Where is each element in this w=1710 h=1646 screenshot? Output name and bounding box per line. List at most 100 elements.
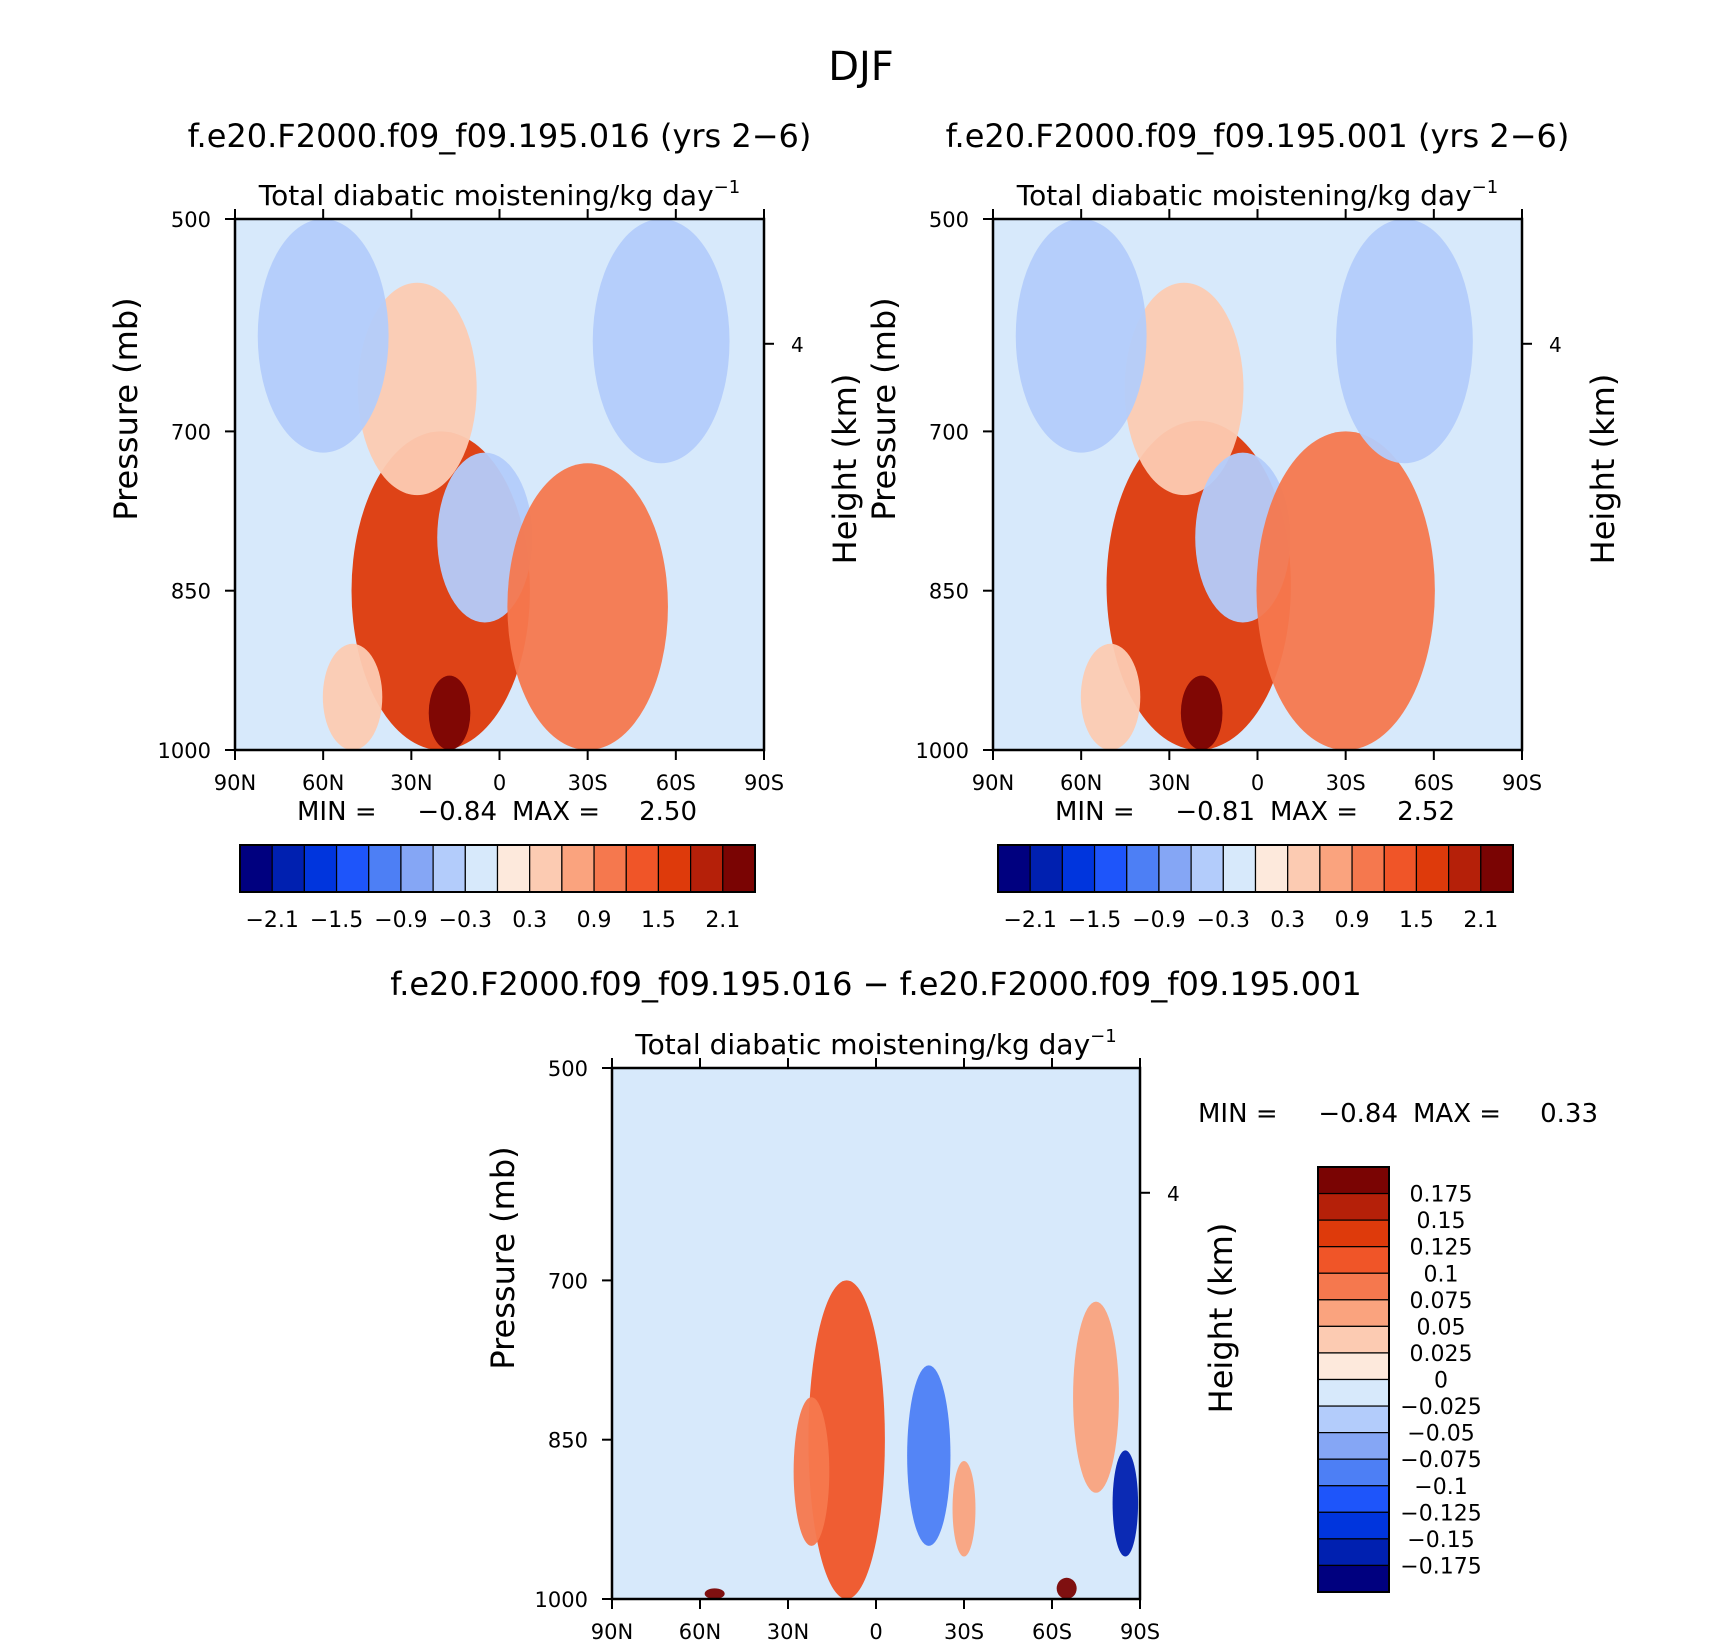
colorbar-box [1061,844,1096,893]
x-tick-label: 0 [1251,771,1264,795]
colorbar-label: 0.3 [512,908,547,933]
colorbar-box [1317,1352,1390,1381]
y-tick-label: 700 [171,420,211,444]
colorbar-label: −1.5 [310,908,363,933]
x-tick-label: 60S [1414,771,1454,795]
colorbar-label: −0.3 [1197,908,1250,933]
min-value: −0.81 [1175,797,1255,827]
colorbar-label: −2.1 [245,908,298,933]
panel-subtitle: Total diabatic moistening/kg day−1 [634,1026,1116,1061]
field-feature [952,1460,976,1557]
colorbar-box [657,844,692,893]
colorbar-frame [239,844,756,893]
x-tick-label: 0 [869,1620,882,1642]
y2-axis-label: Height (km) [826,374,864,565]
panel-subtitle: Total diabatic moistening/kg day−1 [1016,177,1498,212]
panel-control: f.e20.F2000.f09_f09.195.001 (yrs 2−6) Tot… [865,117,1622,933]
panel-title: f.e20.F2000.f09_f09.195.016 − f.e20.F200… [390,965,1362,1003]
colorbar-box [1317,1511,1390,1540]
colorbar-label: 1.5 [1399,908,1434,933]
colorbar-label: 1.5 [641,908,676,933]
max-value: 2.50 [639,797,697,827]
x-tick-label: 30S [944,1620,984,1642]
field-feature [704,1588,725,1599]
y-tick-label: 500 [929,208,969,232]
colorbar: −2.1 −1.5 −0.9 −0.3 0.3 0.9 1.5 2.1 [997,844,1514,933]
panel-subtitle: Total diabatic moistening/kg day−1 [258,177,740,212]
colorbar-box [1317,1458,1390,1487]
colorbar-box [1317,1272,1390,1301]
field-feature [592,219,730,464]
colorbar-box [1317,1378,1390,1407]
y-tick-label: 1000 [916,739,969,763]
colorbar: −2.1 −1.5 −0.9 −0.3 0.3 0.9 1.5 2.1 [239,844,756,933]
colorbar-label: −1.5 [1068,908,1121,933]
plot-area [612,1068,1140,1599]
y2-tick-label: 4 [1167,1182,1180,1206]
y2-tick-label: 4 [1549,333,1562,357]
field-feature [257,219,389,453]
colorbar-box [432,844,466,893]
x-tick-label: 30N [1148,771,1190,795]
colorbar-box [1317,1564,1390,1593]
colorbar-label: −2.1 [1003,908,1056,933]
colorbar-box [593,844,627,893]
field-feature [1124,282,1244,496]
field-feature [322,643,383,750]
x-tick-label: 0 [493,771,506,795]
colorbar-box [1415,844,1450,893]
field-feature [428,675,471,750]
field-feature [907,1365,951,1546]
colorbar-box [529,844,563,893]
colorbar-box [690,844,724,893]
y-tick-label: 850 [929,580,969,604]
colorbar-box [1093,844,1128,893]
y-tick-label: 700 [929,420,969,444]
colorbar-label: 0 [1434,1369,1448,1394]
y2-tick-label: 4 [791,333,804,357]
field-feature [1015,219,1147,453]
y-tick-label: 500 [171,208,211,232]
colorbar-label: 0.05 [1417,1315,1466,1340]
colorbar-label: 0.075 [1410,1289,1473,1314]
colorbar-box [271,844,305,893]
panel-title: f.e20.F2000.f09_f09.195.001 (yrs 2−6) [946,117,1570,155]
colorbar-box [1317,1166,1390,1195]
colorbar-box [1317,1485,1390,1513]
y-tick-label: 1000 [535,1588,588,1612]
colorbar-label: 0.9 [1335,908,1370,933]
max-value: 0.33 [1540,1099,1598,1129]
y-tick-label: 850 [171,580,211,604]
colorbar-box [1317,1192,1390,1221]
colorbar-box [1319,844,1353,893]
y-axis-label: Pressure (mb) [865,297,903,520]
field-feature [808,1280,885,1599]
colorbar-label: −0.9 [374,908,427,933]
colorbar-box [239,844,273,893]
min-label: MIN = [1055,797,1135,827]
field-feature [1080,643,1141,750]
colorbar-box [1029,844,1063,893]
colorbar-label: 0.025 [1410,1342,1473,1367]
x-tick-label: 30N [390,771,432,795]
x-tick-label: 90N [214,771,256,795]
colorbar-label: −0.15 [1407,1528,1474,1553]
colorbar-box [1317,1246,1390,1274]
colorbar-box [1126,844,1160,893]
x-tick-label: 60N [302,771,344,795]
colorbar-frame [997,844,1514,893]
x-tick-label: 30S [1326,771,1366,795]
y2-axis-label: Height (km) [1584,374,1622,565]
colorbar-box [1317,1325,1390,1354]
y-axis-label: Pressure (mb) [484,1146,522,1369]
min-label: MIN = [297,797,377,827]
colorbar-box [1448,844,1482,893]
colorbar-label: 0.3 [1270,908,1305,933]
colorbar-box [400,844,434,893]
min-label: MIN = [1198,1099,1278,1129]
colorbar-label: −0.075 [1400,1448,1481,1473]
plot-area [235,219,764,750]
field-feature [1180,675,1223,750]
